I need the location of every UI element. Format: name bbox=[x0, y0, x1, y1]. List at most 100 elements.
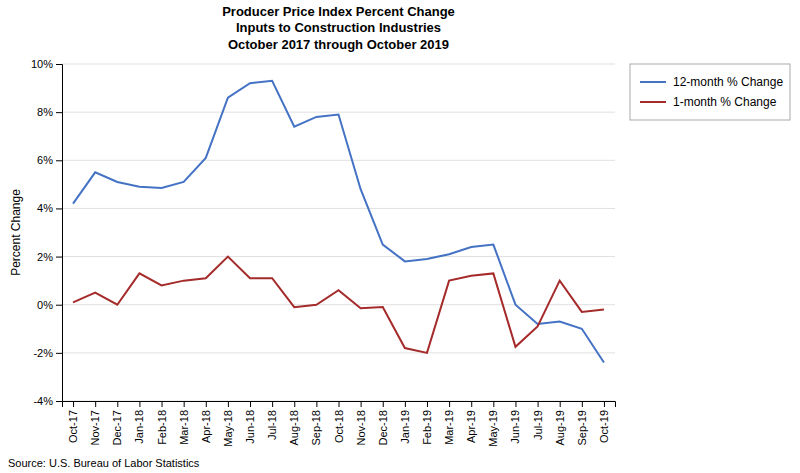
y-tick-mark bbox=[56, 112, 62, 113]
x-tick: Jul-19 bbox=[532, 401, 544, 440]
chart: -4%-2%0%2%4%6%8%10%Oct-17Nov-17Dec-17Jan… bbox=[0, 0, 800, 473]
x-tick-mark bbox=[582, 401, 583, 407]
x-tick-label: Sep-18 bbox=[310, 410, 322, 445]
x-tick: Mar-19 bbox=[443, 401, 455, 445]
x-tick-label: Oct-18 bbox=[333, 410, 345, 443]
x-tick-label: Mar-19 bbox=[443, 410, 455, 445]
annotation: Source: U.S. Bureau of Labor Statistics bbox=[8, 457, 200, 469]
x-tick: Dec-17 bbox=[111, 401, 123, 445]
y-tick: 10% bbox=[31, 58, 62, 70]
y-tick-label: 0% bbox=[37, 299, 53, 311]
legend-item: 1-month % Change bbox=[640, 95, 777, 109]
y-tick-label: 10% bbox=[31, 58, 53, 70]
x-tick-mark bbox=[162, 401, 163, 407]
y-tick-mark bbox=[56, 305, 62, 306]
x-tick-mark bbox=[228, 401, 229, 407]
y-tick-mark bbox=[56, 353, 62, 354]
x-tick-mark bbox=[427, 401, 428, 407]
y-tick-mark bbox=[56, 208, 62, 209]
y-tick-label: 4% bbox=[37, 202, 53, 214]
y-tick: 6% bbox=[37, 154, 62, 166]
x-tick-label: Aug-18 bbox=[288, 410, 300, 445]
title-line: Producer Price Index Percent Change bbox=[222, 4, 455, 19]
y-axis-title: Percent Change bbox=[9, 189, 23, 276]
legend-label: 12-month % Change bbox=[673, 75, 783, 89]
x-axis: Oct-17 Nov-17 Dec-17 Jan-18 Feb-18 Mar-18 Apr-… bbox=[63, 401, 616, 447]
y-tick-label: -2% bbox=[33, 347, 53, 359]
x-tick-mark bbox=[339, 401, 340, 407]
x-tick: Sep-18 bbox=[310, 401, 322, 445]
y-axis: -4%-2%0%2%4%6%8%10% bbox=[31, 58, 63, 407]
y-axis-line bbox=[56, 65, 63, 402]
y-tick: -2% bbox=[33, 347, 62, 359]
title: Producer Price Index Percent ChangeInput… bbox=[222, 4, 455, 52]
x-tick-label: Dec-18 bbox=[377, 410, 389, 445]
legend-frame bbox=[630, 64, 790, 120]
x-tick-label: Feb-19 bbox=[421, 410, 433, 445]
y-tick-mark bbox=[56, 257, 62, 258]
lines bbox=[73, 81, 604, 363]
x-tick-label: Apr-19 bbox=[465, 410, 477, 443]
y-tick-label: 6% bbox=[37, 154, 53, 166]
x-tick-label: Jul-18 bbox=[266, 410, 278, 440]
grid-line bbox=[62, 112, 615, 113]
x-tick-mark bbox=[560, 401, 561, 407]
x-tick-label: Jul-19 bbox=[532, 410, 544, 440]
y-tick-label: -4% bbox=[33, 395, 53, 407]
x-tick: May-19 bbox=[487, 401, 499, 447]
x-tick-mark bbox=[73, 401, 74, 407]
grid-line bbox=[62, 256, 615, 257]
y-tick: 0% bbox=[37, 299, 62, 311]
y-tick-mark bbox=[56, 401, 62, 402]
y-tick-mark bbox=[56, 160, 62, 161]
x-tick: Dec-18 bbox=[377, 401, 389, 445]
x-tick: Feb-18 bbox=[156, 401, 168, 445]
series-line bbox=[73, 257, 604, 353]
x-tick-mark bbox=[449, 401, 450, 407]
x-tick: Aug-18 bbox=[288, 401, 300, 445]
x-tick-mark bbox=[139, 401, 140, 407]
x-tick-label: Feb-18 bbox=[156, 410, 168, 445]
x-tick-mark bbox=[250, 401, 251, 407]
x-tick: Sep-19 bbox=[576, 401, 588, 445]
x-axis-line bbox=[63, 402, 616, 408]
x-tick-label: Oct-17 bbox=[67, 410, 79, 443]
x-tick-mark bbox=[95, 401, 96, 407]
y-tick: 2% bbox=[37, 251, 62, 263]
x-tick-mark bbox=[383, 401, 384, 407]
x-tick-label: Mar-18 bbox=[178, 410, 190, 445]
x-tick-mark bbox=[493, 401, 494, 407]
x-tick-mark bbox=[405, 401, 406, 407]
x-tick: Oct-17 bbox=[67, 401, 79, 443]
grid bbox=[62, 64, 615, 401]
grid-line bbox=[62, 352, 615, 353]
x-tick: Jun-18 bbox=[244, 401, 256, 444]
x-tick-mark bbox=[604, 401, 605, 407]
x-tick-mark bbox=[471, 401, 472, 407]
x-tick: Aug-19 bbox=[554, 401, 566, 445]
y-tick-mark bbox=[56, 64, 62, 65]
x-tick-mark bbox=[184, 401, 185, 407]
x-tick-mark bbox=[206, 401, 207, 407]
legend-swatch bbox=[640, 81, 666, 83]
grid-line bbox=[62, 160, 615, 161]
x-tick: May-18 bbox=[222, 401, 234, 447]
x-tick-label: Jan-19 bbox=[399, 410, 411, 444]
x-tick: Apr-18 bbox=[200, 401, 212, 443]
x-tick-label: Jun-19 bbox=[509, 410, 521, 444]
x-tick-mark bbox=[316, 401, 317, 407]
x-tick-label: Sep-19 bbox=[576, 410, 588, 445]
title-line: October 2017 through October 2019 bbox=[228, 37, 449, 52]
legend: 12-month % Change 1-month % Change bbox=[630, 64, 790, 120]
x-tick: Nov-17 bbox=[89, 401, 101, 445]
grid-line bbox=[62, 208, 615, 209]
x-tick: Mar-18 bbox=[178, 401, 190, 445]
grid-line bbox=[62, 304, 615, 305]
x-tick-label: Jan-18 bbox=[133, 410, 145, 444]
legend-label: 1-month % Change bbox=[673, 95, 777, 109]
x-tick-mark bbox=[117, 401, 118, 407]
x-tick: Oct-19 bbox=[598, 401, 610, 443]
x-tick: Oct-18 bbox=[333, 401, 345, 443]
x-tick: Jan-18 bbox=[133, 401, 145, 444]
grid-line bbox=[62, 64, 615, 65]
